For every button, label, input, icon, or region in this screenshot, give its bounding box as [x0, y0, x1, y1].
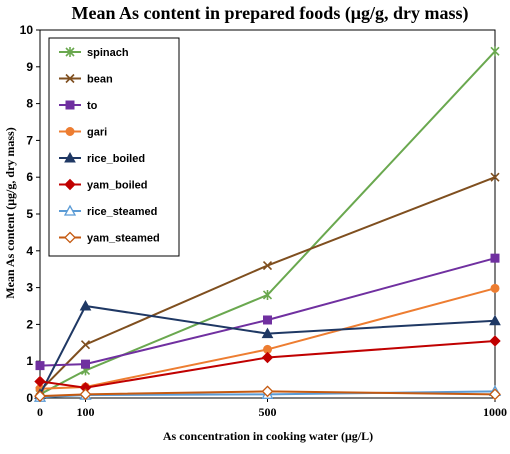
data-point-to [81, 359, 90, 369]
series-line-rice_boiled [39, 304, 496, 395]
legend-swatch-marker [64, 178, 76, 191]
y-tick-label: 4 [26, 244, 33, 258]
legend-item-to: to [59, 100, 98, 112]
legend-swatch-marker [65, 73, 75, 84]
series-line-gari [39, 287, 496, 390]
y-axis-ticks: 0 1 2 3 4 5 6 7 8 9 10 [20, 23, 40, 405]
series-yam_steamed [34, 385, 501, 403]
series-line-yam_boiled [39, 339, 496, 389]
legend-swatch-marker [65, 47, 75, 57]
data-point-rice_boiled [79, 299, 92, 311]
data-point-to [263, 315, 272, 325]
series-layer [33, 46, 502, 403]
legend-label: gari [87, 127, 107, 139]
legend-label: to [87, 100, 98, 112]
y-tick-label: 6 [26, 170, 33, 184]
data-point-yam_boiled [489, 335, 501, 347]
series-to [35, 253, 500, 371]
data-point-bean [80, 340, 91, 350]
data-point-to [35, 361, 45, 371]
legend-item-rice_boiled: rice_boiled [59, 151, 145, 165]
data-point-yam_steamed [34, 390, 46, 403]
y-tick-label: 5 [26, 207, 33, 221]
legend-item-yam_steamed: yam_steamed [59, 231, 160, 245]
y-tick-label: 7 [26, 133, 33, 147]
y-axis-label: Mean As content (μg/g, dry mass) [3, 127, 17, 298]
legend-item-yam_boiled: yam_boiled [59, 178, 148, 192]
data-point-yam_steamed [79, 388, 92, 401]
y-tick-label: 1 [26, 354, 33, 368]
y-tick-label: 10 [20, 23, 34, 37]
x-tick-label: 100 [77, 405, 95, 419]
legend-swatch-marker [65, 100, 75, 110]
y-tick-label: 8 [26, 97, 33, 111]
data-point-gari [490, 283, 500, 293]
legend-item-rice_steamed: rice_steamed [59, 204, 157, 218]
series-gari [35, 283, 500, 394]
legend-swatch-marker [63, 204, 77, 216]
x-tick-label: 0 [37, 405, 43, 419]
legend-label: rice_boiled [87, 153, 145, 165]
legend-label: yam_boiled [87, 180, 148, 192]
x-tick-label: 1000 [483, 405, 507, 419]
x-tick-label: 500 [259, 405, 277, 419]
x-axis-label: As concentration in cooking water (μg/L) [163, 429, 373, 443]
data-point-to [490, 253, 500, 263]
data-point-bean [490, 172, 500, 182]
legend-label: spinach [87, 47, 129, 59]
legend-item-spinach: spinach [59, 47, 129, 59]
series-line-spinach [39, 50, 496, 396]
legend-label: rice_steamed [87, 206, 157, 218]
data-point-yam_boiled [261, 351, 274, 364]
series-line-bean [39, 176, 496, 392]
legend-swatch-marker [64, 151, 76, 163]
y-tick-label: 2 [26, 317, 33, 331]
data-point-rice_boiled [489, 314, 501, 326]
x-axis-ticks: 0 100 500 1000 [37, 398, 507, 419]
legend-item-gari: gari [59, 127, 107, 139]
legend-label: bean [87, 74, 113, 86]
data-point-yam_steamed [261, 385, 274, 398]
series-line-yam_steamed [39, 390, 496, 398]
legend: spinach bean to gari rice_boiled yam_boiledri… [48, 37, 180, 257]
y-tick-label: 9 [26, 60, 33, 74]
series-line-to [39, 257, 496, 367]
data-point-bean [262, 260, 273, 271]
legend-swatch-marker [64, 231, 76, 244]
data-point-yam_boiled [34, 375, 46, 388]
data-point-yam_steamed [489, 388, 501, 401]
y-tick-label: 3 [26, 281, 33, 295]
data-point-spinach [490, 46, 500, 57]
data-point-spinach [262, 289, 273, 300]
legend-swatch-marker [65, 127, 75, 136]
series-yam_boiled [34, 335, 501, 394]
legend-item-bean: bean [59, 74, 113, 86]
legend-label: yam_steamed [87, 233, 160, 245]
y-tick-label: 0 [26, 391, 33, 405]
data-point-rice_boiled [261, 327, 274, 339]
chart-title: Mean As content in prepared foods (μg/g,… [71, 3, 468, 24]
legend-box [48, 37, 180, 257]
